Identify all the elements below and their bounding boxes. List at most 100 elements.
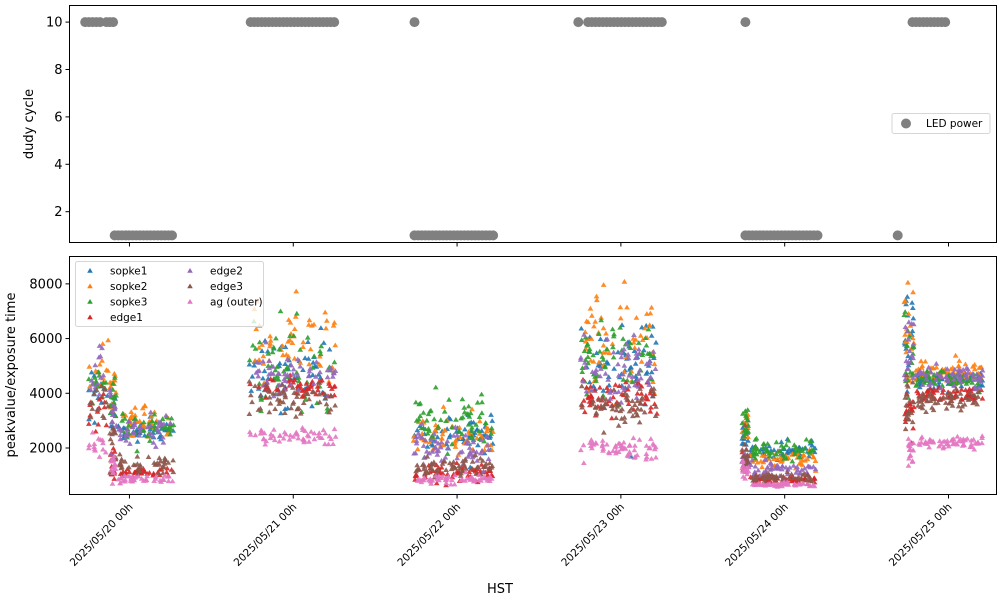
data-point: [432, 384, 439, 390]
data-point: [744, 417, 751, 423]
data-point: [94, 406, 101, 412]
data-point: [643, 342, 650, 348]
data-point: [420, 410, 427, 415]
data-point: [438, 444, 444, 450]
data-point: [428, 461, 435, 466]
data-point: [97, 353, 104, 359]
data-point: [270, 433, 277, 439]
data-point: [796, 454, 803, 459]
led-power-point: [740, 17, 751, 28]
data-point: [902, 426, 909, 432]
data-point: [643, 451, 650, 456]
data-point: [910, 399, 917, 405]
data-point: [962, 437, 969, 443]
data-point: [928, 380, 934, 386]
data-point: [963, 380, 970, 386]
data-point: [745, 459, 752, 465]
data-point: [459, 396, 466, 402]
data-point: [631, 332, 637, 337]
data-point: [460, 435, 466, 441]
data-point: [937, 372, 944, 378]
data-point: [745, 428, 752, 434]
data-point: [311, 436, 318, 442]
data-point: [458, 477, 465, 482]
data-point: [927, 369, 934, 375]
data-point: [789, 458, 796, 464]
data-point: [111, 370, 118, 376]
data-point: [944, 438, 951, 443]
data-point: [96, 343, 103, 348]
data-point: [267, 337, 274, 343]
data-point: [752, 463, 759, 469]
data-point: [311, 321, 317, 327]
data-point: [155, 423, 162, 429]
data-point: [630, 435, 637, 441]
data-point: [156, 429, 162, 435]
data-point: [419, 435, 425, 440]
data-point: [630, 335, 637, 341]
data-point: [326, 346, 333, 352]
data-point: [783, 442, 790, 448]
data-point: [275, 370, 282, 376]
data-point: [131, 419, 138, 425]
data-point: [923, 409, 929, 414]
data-point: [306, 322, 312, 327]
data-point: [968, 437, 975, 443]
data-point: [578, 447, 584, 453]
data-point: [778, 458, 785, 464]
x-tick-label: 2025/05/20 00h: [68, 501, 136, 569]
data-point: [597, 363, 604, 369]
data-point: [582, 364, 588, 370]
data-point: [967, 389, 973, 395]
data-point: [300, 344, 306, 349]
data-point: [111, 399, 117, 405]
data-point: [321, 340, 327, 345]
data-point: [764, 464, 771, 470]
data-point: [324, 374, 331, 380]
data-point: [285, 338, 291, 344]
data-point: [812, 458, 819, 463]
data-point: [119, 478, 126, 484]
data-point: [924, 397, 930, 403]
data-point: [579, 404, 585, 410]
data-point: [919, 434, 925, 440]
data-point: [440, 473, 446, 479]
data-point: [976, 374, 982, 380]
data-point: [147, 438, 153, 443]
data-point: [95, 421, 102, 427]
data-point: [766, 450, 773, 456]
data-point: [956, 363, 962, 369]
data-point: [648, 436, 654, 441]
data-point: [316, 391, 323, 397]
data-point: [626, 383, 632, 389]
data-point: [600, 388, 607, 393]
data-point: [306, 317, 313, 323]
data-point: [948, 393, 955, 398]
data-point: [479, 410, 485, 416]
data-point: [452, 465, 459, 471]
data-point: [160, 434, 166, 440]
data-point: [918, 358, 924, 364]
data-point: [777, 448, 783, 453]
data-point: [596, 397, 602, 402]
data-point: [306, 438, 312, 444]
data-point: [99, 341, 106, 346]
data-point: [909, 458, 916, 463]
data-point: [957, 391, 964, 396]
led-power-y-axis-label: dudy cycle: [22, 89, 37, 159]
data-point: [87, 383, 93, 389]
data-point: [945, 441, 951, 447]
led-power-point: [940, 17, 951, 28]
data-point: [636, 340, 642, 345]
data-point: [168, 415, 175, 421]
data-point: [609, 341, 616, 346]
data-point: [118, 458, 125, 464]
data-point: [922, 358, 929, 364]
data-point: [475, 464, 481, 470]
data-point: [107, 392, 113, 398]
y-tick-label: 6: [54, 110, 62, 125]
data-point: [274, 364, 280, 369]
data-point: [597, 373, 603, 379]
data-point: [474, 399, 481, 405]
data-point: [596, 348, 603, 354]
